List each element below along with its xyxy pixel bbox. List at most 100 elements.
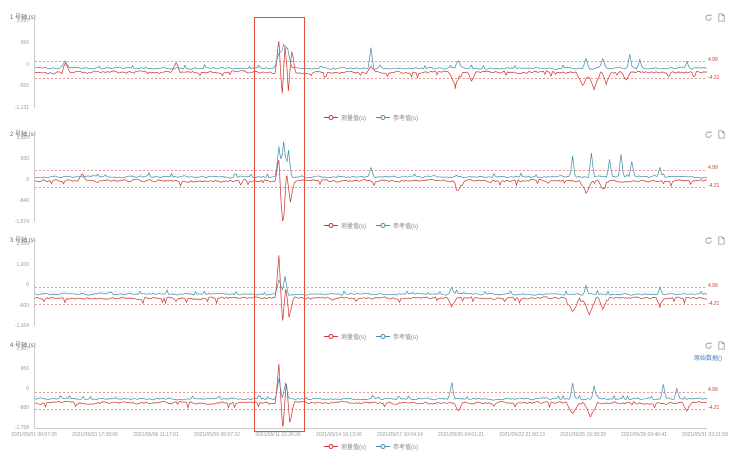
chart-toolbox bbox=[704, 13, 726, 22]
x-tick-label: 2021/05/01 00:07:26 bbox=[11, 432, 57, 438]
chart-title: 2 号轴 (s) bbox=[10, 132, 36, 138]
legend-label: 参考值(s) bbox=[393, 223, 418, 230]
chart-panel-4: 4 号轴 (s) 1,907 950 0 -880 -1,758 4.99 -4.21 bbox=[0, 340, 742, 431]
chart-plot[interactable] bbox=[34, 349, 707, 429]
legend-label: 参考值(s) bbox=[393, 115, 418, 122]
legend-marker-icon bbox=[324, 222, 338, 228]
chart-plot[interactable] bbox=[34, 21, 707, 108]
reference-series-line bbox=[35, 275, 707, 296]
y-tick-label: 0 bbox=[26, 282, 29, 288]
y-tick-label: 0 bbox=[26, 385, 29, 392]
chart-plot[interactable] bbox=[34, 138, 707, 222]
chart-legend-4: 测量值(s) 参考值(s) bbox=[0, 442, 742, 451]
y-tick-label: 1,200 bbox=[16, 261, 29, 268]
x-tick-label: 2021/05/31 03:21:59 bbox=[682, 432, 728, 438]
y-tick-label: 1,855 bbox=[16, 135, 29, 141]
anomaly-highlight-box bbox=[254, 17, 305, 432]
save-image-icon[interactable] bbox=[717, 130, 726, 139]
chart-title: 3 号轴 (s) bbox=[10, 238, 36, 244]
legend-item[interactable]: 测量值(s) bbox=[324, 221, 366, 230]
reference-series-line bbox=[35, 141, 707, 179]
y-tick-label: 0 bbox=[26, 61, 29, 68]
save-image-icon[interactable] bbox=[717, 341, 726, 350]
measured-series-line bbox=[35, 363, 707, 427]
legend-item[interactable]: 参考值(s) bbox=[376, 113, 418, 122]
legend-label: 参考值(s) bbox=[393, 334, 418, 341]
x-tick-label: 2021/05/09 05:07:22 bbox=[194, 432, 240, 438]
measured-series-line bbox=[35, 160, 707, 221]
threshold-value-label: -4.21 bbox=[708, 74, 720, 81]
legend-item[interactable]: 测量值(s) bbox=[324, 113, 366, 122]
chart-legend-1: 测量值(s) 参考值(s) bbox=[0, 113, 742, 122]
chart-toolbox bbox=[704, 130, 726, 139]
measured-series-line bbox=[35, 255, 707, 322]
x-tick-label: 2021/05/06 11:17:01 bbox=[133, 432, 179, 438]
y-tick-label: -880 bbox=[18, 405, 29, 412]
legend-item[interactable]: 参考值(s) bbox=[376, 442, 418, 451]
x-tick-label: 2021/05/25 15:38:29 bbox=[560, 432, 606, 438]
reference-series-line bbox=[35, 378, 707, 401]
chart-title: 1 号轴 (s) bbox=[10, 15, 36, 21]
legend-item[interactable]: 参考值(s) bbox=[376, 221, 418, 230]
restore-icon[interactable] bbox=[704, 130, 713, 139]
legend-label: 测量值(s) bbox=[341, 444, 366, 451]
chart-panel-2: 2 号轴 (s) 1,855 930 0 -840 -1,674 4.99 -4.21 bbox=[0, 129, 742, 225]
restore-icon[interactable] bbox=[704, 13, 713, 22]
x-tick-label: 2021/05/11 22:26:26 bbox=[255, 432, 301, 438]
y-tick-label: -1,164 bbox=[14, 323, 29, 329]
threshold-value-label: 4.99 bbox=[708, 282, 718, 289]
x-axis-labels: 2021/05/01 00:07:26 2021/05/03 17:38:06 20… bbox=[0, 432, 742, 440]
threshold-value-label: 4.99 bbox=[708, 56, 718, 63]
x-tick-label: 2021/05/20 04:01:21 bbox=[438, 432, 484, 438]
y-tick-label: 1,097 bbox=[16, 18, 29, 24]
raw-data-link[interactable]: 原始数据() bbox=[694, 356, 722, 362]
chart-title: 4 号轴 (s) bbox=[10, 343, 36, 349]
legend-item[interactable]: 参考值(s) bbox=[376, 332, 418, 341]
chart-toolbox bbox=[704, 341, 726, 350]
y-tick-label: 0 bbox=[26, 177, 29, 183]
legend-label: 测量值(s) bbox=[341, 334, 366, 341]
legend-marker-icon bbox=[324, 443, 338, 449]
y-tick-label: -1,131 bbox=[14, 105, 29, 111]
restore-icon[interactable] bbox=[704, 341, 713, 350]
legend-marker-icon bbox=[376, 333, 390, 339]
y-tick-label: -1,758 bbox=[14, 425, 29, 431]
legend-marker-icon bbox=[376, 222, 390, 228]
legend-marker-icon bbox=[376, 114, 390, 120]
legend-item[interactable]: 测量值(s) bbox=[324, 332, 366, 341]
save-image-icon[interactable] bbox=[717, 236, 726, 245]
y-tick-label: 1,907 bbox=[16, 346, 29, 352]
y-tick-label: -600 bbox=[18, 302, 29, 309]
y-tick-label: -1,674 bbox=[14, 219, 29, 225]
threshold-value-label: -4.21 bbox=[708, 300, 720, 307]
y-tick-label: 950 bbox=[20, 365, 29, 372]
x-tick-label: 2021/05/22 21:50:13 bbox=[499, 432, 545, 438]
save-image-icon[interactable] bbox=[717, 13, 726, 22]
reference-series-line bbox=[35, 43, 707, 70]
x-tick-label: 2021/05/03 17:38:06 bbox=[72, 432, 118, 438]
chart-plot[interactable] bbox=[34, 244, 707, 326]
legend-item[interactable]: 测量值(s) bbox=[324, 442, 366, 451]
legend-marker-icon bbox=[324, 114, 338, 120]
threshold-value-label: 4.99 bbox=[708, 387, 718, 394]
x-tick-label: 2021/05/14 16:12:06 bbox=[316, 432, 362, 438]
chart-panel-3: 3 号轴 (s) 2,555 1,200 0 -600 -1,164 4.99 -4.21 bbox=[0, 235, 742, 329]
y-tick-label: 550 bbox=[20, 39, 29, 46]
y-tick-label: 2,555 bbox=[16, 241, 29, 247]
legend-marker-icon bbox=[376, 443, 390, 449]
y-tick-label: -840 bbox=[18, 198, 29, 204]
chart-toolbox bbox=[704, 236, 726, 245]
chart-legend-2: 测量值(s) 参考值(s) bbox=[0, 221, 742, 230]
restore-icon[interactable] bbox=[704, 236, 713, 245]
threshold-value-label: -4.21 bbox=[708, 405, 720, 412]
legend-label: 参考值(s) bbox=[393, 444, 418, 451]
chart-panel-1: 1 号轴 (s) 1,097 550 0 -550 -1,131 4.99 -4.21 bbox=[0, 12, 742, 111]
measured-series-line bbox=[35, 41, 707, 94]
y-tick-label: 930 bbox=[20, 156, 29, 162]
y-tick-label: -550 bbox=[18, 83, 29, 90]
threshold-value-label: -4.21 bbox=[708, 183, 720, 190]
x-tick-label: 2021/05/17 10:04:14 bbox=[377, 432, 423, 438]
legend-label: 测量值(s) bbox=[341, 115, 366, 122]
chart-legend-3: 测量值(s) 参考值(s) bbox=[0, 332, 742, 341]
